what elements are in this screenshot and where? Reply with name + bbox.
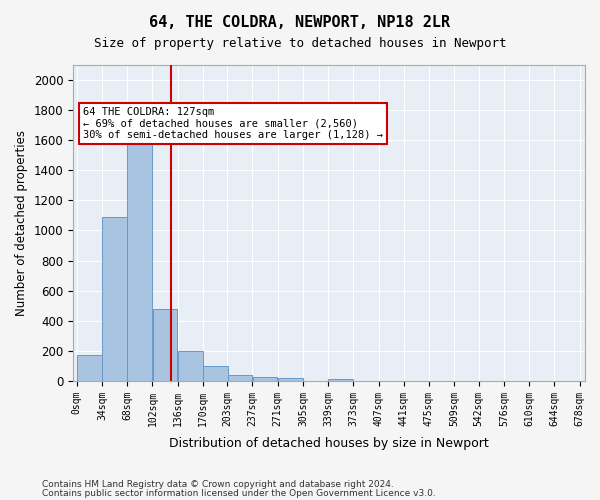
Text: Contains HM Land Registry data © Crown copyright and database right 2024.: Contains HM Land Registry data © Crown c… [42,480,394,489]
Bar [178,351,203,381]
Text: 64, THE COLDRA, NEWPORT, NP18 2LR: 64, THE COLDRA, NEWPORT, NP18 2LR [149,15,451,30]
Text: 64 THE COLDRA: 127sqm
← 69% of detached houses are smaller (2,560)
30% of semi-d: 64 THE COLDRA: 127sqm ← 69% of detached … [83,107,383,140]
Bar [328,378,353,381]
Bar [203,366,228,381]
Bar [102,217,127,381]
Bar [152,308,178,381]
Bar [127,136,152,381]
Bar [278,378,302,381]
Bar [227,375,252,381]
Y-axis label: Number of detached properties: Number of detached properties [15,130,28,316]
Bar [77,356,101,381]
Text: Size of property relative to detached houses in Newport: Size of property relative to detached ho… [94,38,506,51]
X-axis label: Distribution of detached houses by size in Newport: Distribution of detached houses by size … [169,437,489,450]
Bar [253,377,277,381]
Text: Contains public sector information licensed under the Open Government Licence v3: Contains public sector information licen… [42,488,436,498]
